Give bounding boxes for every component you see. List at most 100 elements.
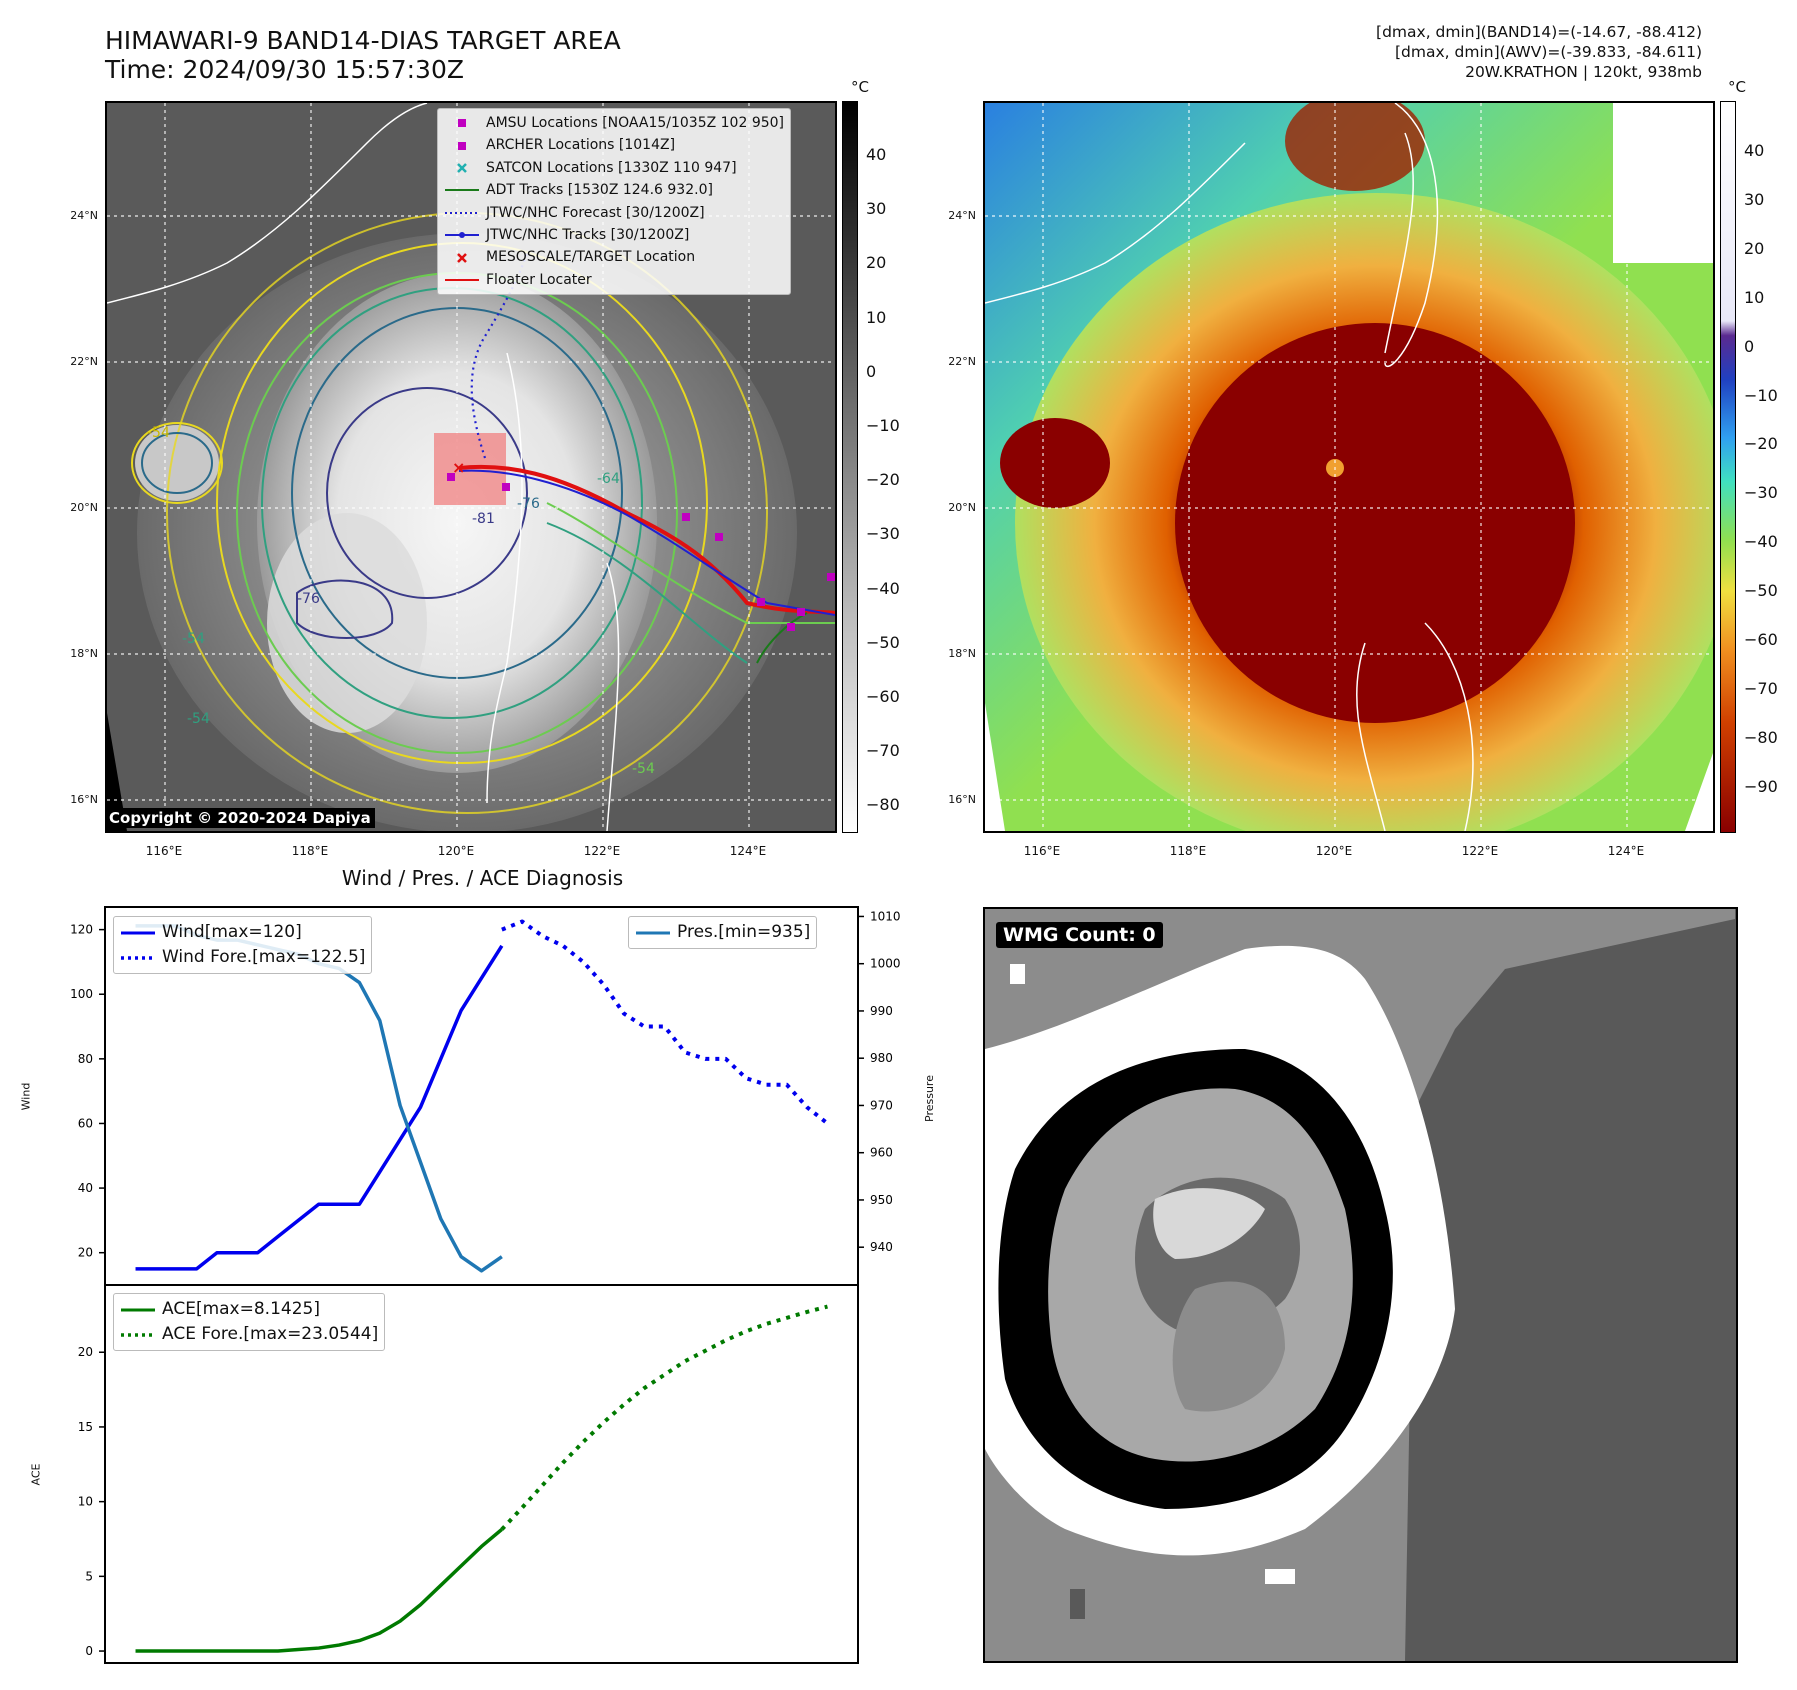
lon-label: 122°E	[1461, 844, 1499, 858]
series-line	[135, 1528, 503, 1653]
lon-label: 120°E	[1315, 844, 1353, 858]
tick-label: 120	[70, 923, 93, 937]
contour-label: -54	[632, 761, 655, 777]
pressure-axis-ticks: 1010 1000 990 980 970 960 950 940	[858, 909, 901, 1254]
tick-label: 60	[78, 1116, 93, 1130]
legend-item: Pres.[min=935]	[635, 920, 810, 945]
wmg-count-badge: WMG Count: 0	[996, 922, 1163, 948]
ace-series	[135, 1304, 828, 1653]
lat-label: 16°N	[948, 793, 976, 806]
legend-label: Pres.[min=935]	[677, 922, 811, 942]
ace-legend: ACE[max=8.1425] ACE Fore.[max=23.0544]	[113, 1293, 386, 1351]
wmg-grid-image	[985, 909, 1736, 1661]
magenta-square-icon	[444, 117, 480, 129]
colorbar-tick-label: −20	[1744, 434, 1778, 454]
colorbar-tick-label: 0	[866, 361, 877, 381]
tick-label: 40	[78, 1181, 93, 1195]
tick-label: 970	[870, 1098, 893, 1112]
colorbar-tick-label: −20	[866, 470, 900, 490]
colorbar-tick-label: −70	[866, 741, 900, 761]
legend-label: ACE[max=8.1425]	[162, 1299, 320, 1319]
legend-label: Wind[max=120]	[162, 922, 302, 942]
contour-label: -64	[597, 471, 620, 487]
title-line-product: HIMAWARI-9 BAND14-DIAS TARGET AREA	[105, 26, 621, 55]
colorbar-tick-label: 20	[866, 253, 887, 273]
awv-grid	[985, 103, 1713, 831]
colorbar-unit: °C	[851, 78, 869, 96]
lon-label: 118°E	[1169, 844, 1207, 858]
lon-label: 116°E	[145, 844, 183, 858]
gray-colorbar	[842, 101, 858, 833]
blue-dotted-line-icon	[444, 210, 480, 216]
colorbar-tick-label: 40	[866, 145, 887, 164]
tick-label: 80	[78, 1052, 93, 1066]
legend-item: Floater Locater	[444, 269, 784, 291]
legend-label: Wind Fore.[max=122.5]	[162, 947, 366, 967]
tick-label: 950	[870, 1193, 893, 1207]
wind-legend: Wind[max=120] Wind Fore.[max=122.5]	[113, 916, 373, 974]
lat-label: 20°N	[70, 501, 98, 514]
colorbar-tick-label: 0	[1744, 336, 1755, 356]
colorbar-tick-label: 20	[1744, 238, 1765, 258]
adt-track	[756, 612, 808, 664]
lon-label: 120°E	[437, 844, 475, 858]
tick-label: 15	[78, 1420, 93, 1434]
series-line	[501, 919, 829, 1126]
tick-label: 0	[85, 1644, 93, 1658]
green-dotted-line-icon	[120, 1332, 156, 1338]
legend-label: JTWC/NHC Forecast [30/1200Z]	[486, 204, 705, 221]
pressure-legend: Pres.[min=935]	[628, 916, 818, 949]
colorbar-tick-label: −30	[1744, 483, 1778, 503]
title-line-time: Time: 2024/09/30 15:57:30Z	[105, 55, 464, 84]
colorbar-unit: °C	[1728, 78, 1746, 96]
forecast-track	[470, 252, 529, 459]
lat-label: 16°N	[70, 793, 98, 806]
awv-map-panel	[983, 101, 1715, 833]
contour-label: -81	[472, 511, 495, 527]
contour-label-group: -54 -81 -76 -64 -54 -76 -54 -54	[147, 425, 655, 777]
legend-item: ACE Fore.[max=23.0544]	[120, 1322, 378, 1347]
ace-axis-ticks: 20 15 10 5 0	[78, 1345, 105, 1658]
cyan-x-icon	[444, 162, 480, 174]
colorbar-tick-label: 10	[866, 307, 887, 327]
lat-label: 18°N	[948, 647, 976, 660]
tick-label: 1010	[870, 909, 901, 923]
lat-label: 22°N	[70, 355, 98, 368]
storm-stats: [dmax, dmin](BAND14)=(-14.67, -88.412) […	[1376, 22, 1702, 82]
colorbar-tick-label: −80	[866, 795, 900, 815]
lon-label: 118°E	[291, 844, 329, 858]
colorbar-tick-label: −30	[866, 524, 900, 544]
tick-label: 20	[78, 1246, 93, 1260]
stats-storm: 20W.KRATHON | 120kt, 938mb	[1465, 63, 1702, 81]
colorbar-tick-label: −60	[1744, 630, 1778, 649]
legend-item: Wind[max=120]	[120, 920, 365, 945]
colorbar-tick-label: −70	[1744, 678, 1778, 698]
copyright-label: Copyright © 2020-2024 Dapiya	[105, 808, 375, 828]
stats-band14: [dmax, dmin](BAND14)=(-14.67, -88.412)	[1376, 23, 1702, 41]
figure-title: HIMAWARI-9 BAND14-DIAS TARGET AREA Time:…	[105, 26, 621, 84]
colorbar-tick-label: 30	[1744, 189, 1765, 209]
steelblue-line-icon	[635, 930, 671, 936]
tick-label: 980	[870, 1051, 893, 1065]
tick-label: 10	[78, 1495, 93, 1509]
lon-label: 124°E	[729, 844, 767, 858]
amsu-archer-markers	[447, 473, 835, 631]
tick-label: 940	[870, 1240, 893, 1254]
wmg-panel	[983, 907, 1738, 1663]
colorbar-tick-label: −40	[866, 578, 900, 598]
tick-label: 100	[70, 987, 93, 1001]
awv-coastlines	[985, 103, 1474, 831]
blue-dotted-line-icon	[120, 955, 156, 961]
lat-label: 24°N	[70, 209, 98, 222]
colorbar-tick-label: −50	[866, 632, 900, 652]
legend-item: SATCON Locations [1330Z 110 947]	[444, 157, 784, 179]
tick-label: 960	[870, 1146, 893, 1160]
map-legend: AMSU Locations [NOAA15/1035Z 102 950] AR…	[437, 108, 792, 296]
red-x-icon	[444, 252, 480, 264]
legend-item: AMSU Locations [NOAA15/1035Z 102 950]	[444, 112, 784, 134]
lat-label: 24°N	[948, 209, 976, 222]
legend-label: SATCON Locations [1330Z 110 947]	[486, 159, 737, 176]
colorbar-tick-label: −90	[1744, 776, 1778, 796]
legend-item: ARCHER Locations [1014Z]	[444, 134, 784, 156]
